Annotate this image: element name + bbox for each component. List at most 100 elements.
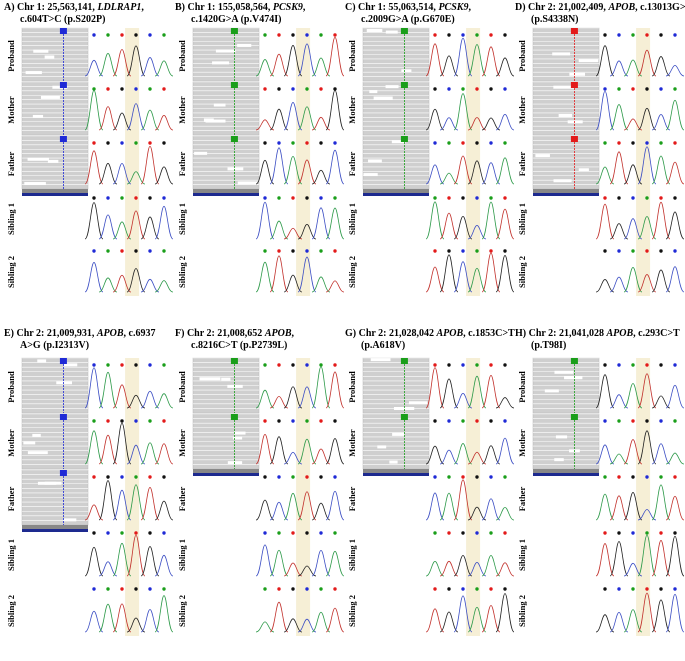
igv-reference-track [22, 525, 88, 532]
variant-highlight-band [125, 28, 140, 296]
variant-highlight-band [636, 358, 651, 636]
variant-highlight-band [466, 358, 481, 636]
chromatogram-trace [595, 419, 685, 465]
row-label: Father [177, 152, 187, 177]
variant-highlight-band [466, 28, 481, 296]
row-label: Mother [6, 429, 16, 457]
chromatogram-trace [84, 475, 174, 521]
row-label: Proband [177, 371, 187, 403]
row-label: Sibling 2 [347, 256, 357, 288]
igv-reference-track [22, 189, 88, 196]
igv-reference-track [363, 189, 429, 196]
row-label: Sibling 2 [347, 595, 357, 627]
igv-pileup [21, 135, 89, 190]
variant-highlight-band [636, 28, 651, 296]
row-label: Sibling 1 [6, 203, 16, 235]
row-label: Mother [517, 96, 527, 124]
igv-reference-track [363, 469, 429, 476]
panel-f: F) Chr 2: 21,008,652 APOB,c.8216C>T (p.P… [175, 328, 345, 636]
panel-title-line2: c.2009G>A (p.G670E) [361, 14, 455, 25]
variant-highlight-band [296, 28, 311, 296]
chromatogram-trace [595, 249, 685, 293]
row-label: Sibling 1 [347, 539, 357, 571]
igv-pileup [21, 27, 89, 82]
panel-g: G) Chr 2: 21,028,042 APOB, c.1853C>T(p.A… [345, 328, 515, 636]
panel-d: D) Chr 2: 21,002,409, APOB, c.13013G>A(p… [515, 2, 685, 296]
chromatogram-trace [425, 419, 515, 465]
row-label: Father [6, 487, 16, 512]
row-label: Sibling 1 [177, 539, 187, 571]
chromatogram-trace [425, 33, 515, 77]
panel-title-line1: H) Chr 2: 21,041,028 APOB, c.293C>T [515, 328, 680, 339]
chromatogram-trace [84, 196, 174, 240]
chromatogram-trace [255, 475, 345, 521]
chromatogram-trace [595, 141, 685, 185]
row-label: Father [177, 487, 187, 512]
chromatogram-trace [425, 587, 515, 633]
chromatogram-trace [255, 587, 345, 633]
igv-reference-track [193, 189, 259, 196]
row-label: Father [517, 487, 527, 512]
chromatogram-trace [255, 249, 345, 293]
igv-pileup [362, 135, 430, 190]
row-label: Sibling 2 [6, 256, 16, 288]
chromatogram-trace [255, 141, 345, 185]
chromatogram-trace [595, 87, 685, 131]
chromatogram-trace [255, 419, 345, 465]
row-label: Proband [517, 371, 527, 403]
panel-title-line2: c.1420G>A (p.V474I) [191, 14, 281, 25]
panel-title-line2: c.604T>C (p.S202P) [20, 14, 105, 25]
chromatogram-trace [255, 33, 345, 77]
panel-a: A) Chr 1: 25,563,141, LDLRAP1,c.604T>C (… [4, 2, 174, 296]
panel-title-line1: G) Chr 2: 21,028,042 APOB, c.1853C>T [345, 328, 515, 339]
chromatogram-trace [84, 419, 174, 465]
chromatogram-trace [255, 196, 345, 240]
row-label: Mother [6, 96, 16, 124]
chromatogram-trace [595, 363, 685, 409]
chromatogram-trace [84, 249, 174, 293]
row-label: Father [347, 152, 357, 177]
chromatogram-trace [595, 33, 685, 77]
igv-pileup [362, 413, 430, 470]
igv-pileup [192, 135, 260, 190]
row-label: Sibling 1 [517, 539, 527, 571]
row-label: Proband [6, 371, 16, 403]
row-label: Sibling 1 [517, 203, 527, 235]
chromatogram-trace [595, 196, 685, 240]
row-label: Sibling 1 [6, 539, 16, 571]
chromatogram-trace [255, 87, 345, 131]
row-label: Sibling 1 [177, 203, 187, 235]
igv-pileup [362, 27, 430, 82]
row-label: Sibling 1 [347, 203, 357, 235]
chromatogram-trace [425, 363, 515, 409]
igv-pileup [21, 469, 89, 526]
igv-reference-track [193, 469, 259, 476]
row-label: Proband [6, 40, 16, 72]
igv-pileup [532, 413, 600, 470]
igv-pileup [532, 135, 600, 190]
row-label: Sibling 2 [517, 256, 527, 288]
chromatogram-trace [425, 141, 515, 185]
row-label: Father [6, 152, 16, 177]
row-label: Sibling 2 [177, 256, 187, 288]
row-label: Proband [347, 371, 357, 403]
igv-pileup [362, 357, 430, 414]
row-label: Mother [347, 429, 357, 457]
panel-title-line1: F) Chr 2: 21,008,652 APOB, [175, 328, 294, 339]
row-label: Sibling 2 [177, 595, 187, 627]
chromatogram-trace [84, 33, 174, 77]
chromatogram-trace [425, 531, 515, 577]
panel-title-line1: E) Chr 2: 21,009,931, APOB, c.6937 [4, 328, 156, 339]
panel-h: H) Chr 2: 21,041,028 APOB, c.293C>T(p.T9… [515, 328, 685, 636]
igv-pileup [192, 81, 260, 136]
row-label: Mother [177, 96, 187, 124]
chromatogram-trace [84, 87, 174, 131]
igv-pileup [362, 81, 430, 136]
row-label: Father [517, 152, 527, 177]
panel-title-line2: c.8216C>T (p.P2739L) [191, 340, 287, 351]
panel-title-line1: A) Chr 1: 25,563,141, LDLRAP1, [4, 2, 144, 13]
igv-pileup [21, 81, 89, 136]
variant-highlight-band [296, 358, 311, 636]
igv-pileup [192, 357, 260, 414]
